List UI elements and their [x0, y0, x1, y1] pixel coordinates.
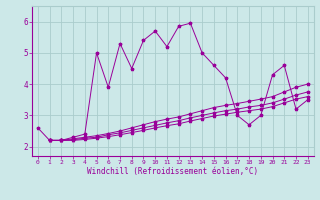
X-axis label: Windchill (Refroidissement éolien,°C): Windchill (Refroidissement éolien,°C) [87, 167, 258, 176]
